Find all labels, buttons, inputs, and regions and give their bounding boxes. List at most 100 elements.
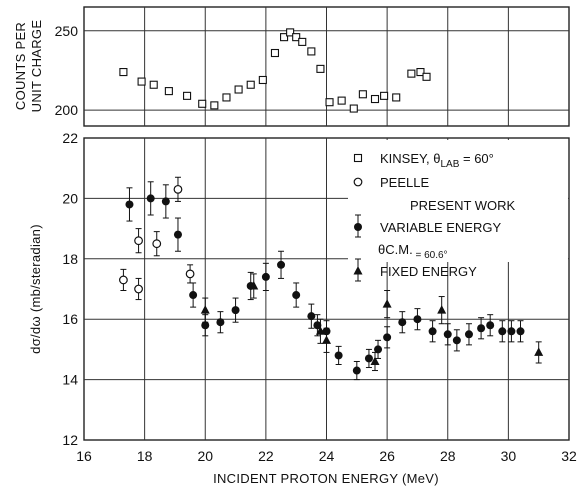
x-tick-label: 32: [561, 448, 577, 464]
kinsey-data-point: [316, 64, 325, 73]
peelle-data-point: [119, 275, 128, 285]
bottom-y-tick-label: 12: [62, 432, 78, 448]
variable-energy-data-point: [507, 327, 516, 336]
kinsey-data-point: [358, 90, 367, 99]
legend-entry-part: θ: [378, 242, 385, 257]
kinsey-data-point: [370, 94, 380, 104]
top-y-tick-label: 200: [55, 102, 79, 118]
variable-energy-data-point: [374, 345, 383, 354]
kinsey-data-point: [246, 80, 255, 89]
x-tick-label: 30: [501, 448, 517, 464]
variable-energy-data-point: [486, 321, 495, 330]
kinsey-data-point: [183, 91, 192, 100]
legend-marker-triangle-filled: [353, 266, 363, 275]
kinsey-data-point: [298, 37, 307, 46]
variable-energy-data-point: [398, 318, 407, 327]
fixed-energy-data-point: [437, 305, 447, 314]
variable-energy-data-point: [313, 321, 322, 330]
x-tick-label: 16: [76, 448, 92, 464]
variable-energy-data-point: [452, 336, 461, 345]
variable-energy-data-point: [261, 272, 270, 281]
kinsey-data-point: [210, 101, 219, 110]
fixed-energy-data-point: [370, 356, 380, 365]
variable-energy-data-point: [464, 330, 473, 339]
legend-entry-label: VARIABLE ENERGY: [380, 220, 501, 235]
x-tick-label: 20: [197, 448, 213, 464]
legend-background: [348, 140, 568, 262]
legend-entry-part: KINSEY,: [380, 151, 433, 166]
variable-energy-data-point: [216, 318, 225, 327]
top-y-tick-label: 250: [55, 23, 79, 39]
peelle-data-point: [134, 236, 143, 246]
fixed-energy-data-point: [534, 347, 544, 356]
fixed-energy-data-point: [200, 305, 210, 314]
variable-energy-data-point: [125, 200, 134, 209]
variable-energy-data-point: [383, 333, 392, 342]
bottom-y-tick-label: 22: [62, 130, 78, 146]
variable-energy-data-point: [498, 327, 507, 336]
legend-marker-circle-open: [353, 177, 363, 187]
x-tick-label: 26: [379, 448, 395, 464]
fixed-energy-data-point: [382, 299, 392, 308]
bottom-data-points: [119, 176, 544, 381]
variable-energy-data-point: [516, 327, 525, 336]
kinsey-data-point: [286, 28, 295, 37]
variable-energy-data-point: [161, 197, 170, 206]
peelle-data-point: [134, 284, 143, 294]
kinsey-data-point: [137, 77, 146, 86]
variable-energy-data-point: [352, 366, 361, 375]
kinsey-data-point: [149, 80, 158, 89]
legend-entry-label: θC.M. = 60.6°: [378, 242, 448, 261]
variable-energy-data-point: [201, 321, 210, 330]
variable-energy-data-point: [307, 312, 316, 321]
bottom-y-axis-label: dσ/dω (mb/steradian): [28, 224, 43, 354]
kinsey-data-point: [234, 85, 243, 94]
kinsey-data-point: [222, 93, 231, 102]
legend-entry-part: LAB: [440, 159, 459, 170]
variable-energy-data-point: [189, 291, 198, 300]
top-y-axis-label-line2: UNIT CHARGE: [29, 20, 44, 113]
kinsey-data-point: [337, 96, 346, 105]
x-tick-label: 22: [258, 448, 274, 464]
x-tick-label: 28: [440, 448, 456, 464]
legend-entry-part: C.M.: [385, 242, 412, 257]
kinsey-data-point: [380, 91, 389, 100]
fixed-energy-data-point: [249, 280, 259, 290]
variable-energy-data-point: [364, 354, 373, 363]
top-gridlines: [84, 7, 569, 126]
legend-entry-label: KINSEY, θLAB = 60°: [380, 151, 494, 170]
legend-marker-square-open: [353, 153, 363, 163]
kinsey-data-point: [407, 69, 416, 78]
kinsey-data-point: [416, 68, 425, 77]
variable-energy-data-point: [173, 230, 182, 239]
top-panel: 200 250 COUNTS PER UNIT CHARGE: [13, 6, 570, 127]
kinsey-data-point: [198, 99, 207, 108]
legend-entry-part: θ: [433, 151, 440, 166]
kinsey-data-point: [258, 75, 267, 85]
variable-energy-data-point: [146, 194, 155, 203]
kinsey-data-point: [349, 104, 358, 113]
bottom-y-tick-label: 16: [62, 311, 78, 327]
peelle-data-point: [152, 239, 162, 249]
fixed-energy-data-point: [322, 335, 331, 344]
legend-entry-part: = 60°: [459, 151, 493, 166]
x-axis-label: INCIDENT PROTON ENERGY (MeV): [213, 471, 439, 486]
fixed-energy-data-point: [315, 326, 325, 335]
top-y-tick-labels: 200 250: [55, 23, 79, 118]
top-data-points: [119, 28, 431, 113]
variable-energy-data-point: [231, 306, 240, 315]
kinsey-data-point: [392, 93, 401, 102]
kinsey-data-point: [292, 33, 301, 42]
peelle-data-point: [185, 269, 195, 279]
kinsey-data-point: [422, 72, 431, 81]
x-tick-labels: 16 18 20 22 24 26 28 30 32: [76, 448, 577, 464]
variable-energy-data-point: [334, 351, 343, 360]
variable-energy-data-point: [428, 327, 437, 336]
x-tick-label: 24: [319, 448, 335, 464]
bottom-panel: 12 14 16 18 20 22 16 18 20 22 24 26 28 30 32 INCIDENT…: [28, 130, 577, 486]
legend-entry-label: PEELLE: [380, 175, 429, 190]
bottom-y-tick-labels: 12 14 16 18 20 22: [62, 130, 78, 448]
variable-energy-data-point: [292, 291, 301, 300]
